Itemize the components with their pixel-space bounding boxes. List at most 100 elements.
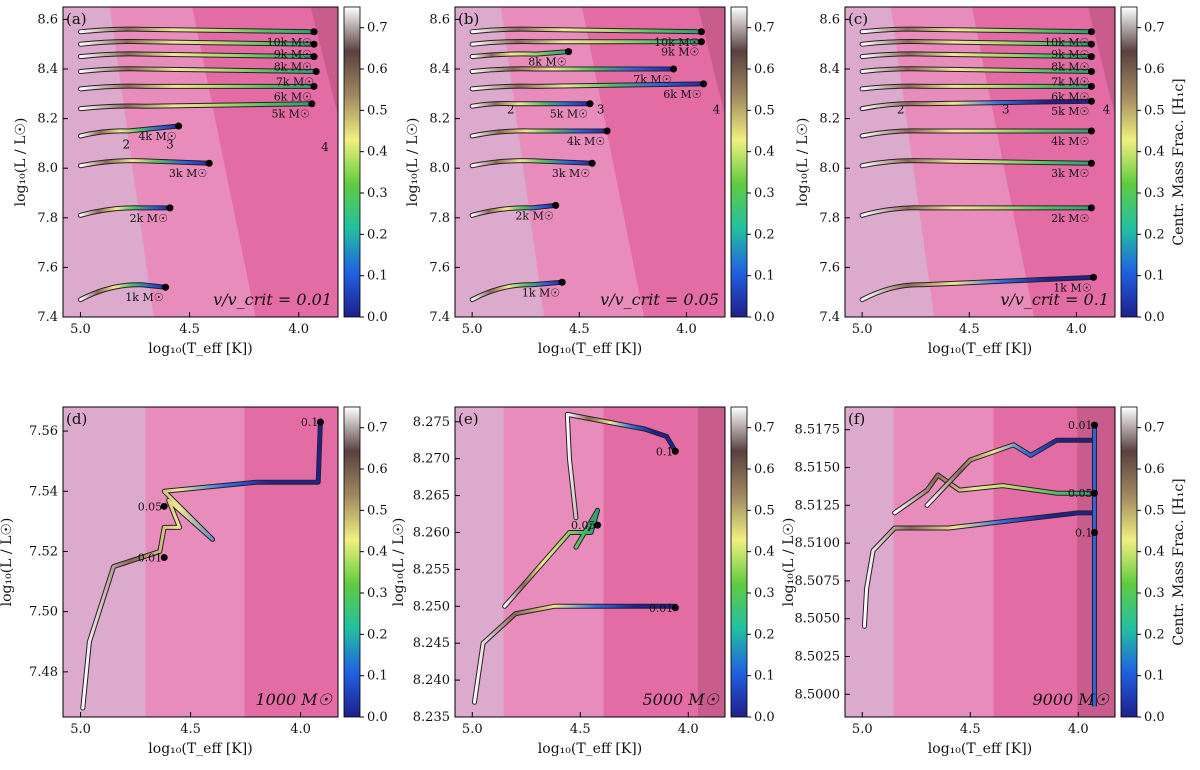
- x-tick-label: 5.0: [70, 322, 91, 337]
- colorbar-tick-label: 0.3: [754, 586, 775, 601]
- mass-label-10k: 10k M☉: [1044, 36, 1089, 49]
- zone-4: [698, 407, 725, 717]
- colorbar-tick-label: 0.2: [754, 627, 775, 642]
- y-tick-label: 8.2: [37, 112, 58, 127]
- track-1k: [470, 280, 564, 302]
- colorbar-tick-label: 0.3: [367, 186, 388, 201]
- colorbar-tick-label: 0.7: [754, 21, 775, 36]
- endpoint-9k: [1087, 40, 1095, 48]
- x-tick-label: 4.5: [959, 322, 980, 337]
- zone-4: [310, 7, 338, 116]
- x-tick-label: 4.0: [288, 322, 309, 337]
- marker-label: 0.05: [138, 500, 163, 513]
- plot-area: 2 3 4 1k M☉ 2k M☉ 3k M☉ 4k M☉ 5k M☉ 6k M☉ 7k M☉8k…: [77, 26, 329, 304]
- y-tick-label: 8.6: [37, 12, 58, 27]
- endpoint-8k: [565, 48, 573, 56]
- x-tick-label: 4.5: [570, 722, 591, 737]
- y-tick-label: 8.245: [413, 636, 450, 651]
- panel-annotation: 9000 M☉: [1032, 690, 1109, 709]
- y-tick-label: 8.0: [819, 161, 840, 176]
- axes-frame: [454, 406, 726, 718]
- mass-label-2k: 2k M☉: [130, 212, 168, 225]
- axes-frame: [844, 6, 1116, 318]
- y-tick-label: 8.5150: [795, 460, 841, 475]
- track-4k: [78, 124, 181, 138]
- y-tick-label: 7.8: [819, 211, 840, 226]
- track-7k: [78, 67, 318, 73]
- colorbar-tick-label: 0.7: [367, 421, 388, 436]
- colorbar-tick-label: 0.5: [1144, 103, 1165, 118]
- colorbar-tick-label: 0.2: [1144, 627, 1165, 642]
- panel-letter: (d): [66, 410, 87, 428]
- endpoint-9k: [310, 40, 318, 48]
- mass-label-6k: 6k M☉: [274, 90, 312, 103]
- y-tick-label: 8.6: [819, 12, 840, 27]
- track-2k: [860, 206, 1093, 217]
- marker-label: 0.01: [1068, 419, 1093, 432]
- colorbar-tick-label: 0.4: [367, 545, 388, 560]
- mass-label-1k: 1k M☉: [522, 286, 560, 299]
- colorbar: [730, 6, 748, 318]
- panel-letter: (c): [848, 10, 868, 28]
- mass-label-6k: 6k M☉: [1051, 90, 1089, 103]
- mass-label-8k: 8k M☉: [274, 61, 312, 74]
- y-tick-label: 8.5000: [795, 687, 841, 702]
- y-tick-label: 8.5100: [795, 536, 841, 551]
- mass-label-1k: 1k M☉: [1053, 281, 1091, 294]
- marker-point: [594, 521, 602, 529]
- x-axis-label: log₁₀(T_eff [K]): [148, 341, 252, 357]
- track-7k: [470, 67, 676, 73]
- colorbar-tick-label: 0.0: [367, 710, 388, 725]
- colorbar-tick-label: 0.1: [754, 669, 775, 684]
- colorbar-tick-label: 0.4: [754, 545, 775, 560]
- track-main: [81, 420, 322, 710]
- track-3k: [860, 159, 1093, 168]
- track-2k: [78, 206, 172, 217]
- colorbar-tick-label: 0.1: [1144, 269, 1165, 284]
- y-axis-label: log₁₀(L / L☉): [405, 118, 421, 207]
- endpoint-2k: [1087, 204, 1095, 212]
- colorbar-tick-label: 0.7: [754, 421, 775, 436]
- endpoint-4k: [603, 127, 611, 135]
- zone-label: 3: [166, 137, 174, 151]
- marker-point: [316, 418, 324, 426]
- colorbar-tick-label: 0.0: [1144, 310, 1165, 325]
- mass-label-10k: 10k M☉: [267, 36, 312, 49]
- endpoint-9k: [697, 38, 705, 46]
- x-tick-label: 5.0: [852, 722, 873, 737]
- y-tick-label: 7.6: [429, 260, 450, 275]
- x-tick-label: 5.0: [70, 722, 91, 737]
- endpoint-5k: [308, 100, 316, 108]
- y-tick-label: 7.50: [29, 605, 58, 620]
- track-5k: [78, 102, 314, 111]
- endpoint-7k: [670, 65, 678, 73]
- endpoint-5k: [586, 100, 594, 108]
- colorbar-tick-label: 0.6: [367, 462, 388, 477]
- mass-label-9k: 9k M☉: [661, 46, 699, 59]
- endpoint-3k: [1087, 159, 1095, 167]
- colorbar-tick-label: 0.2: [367, 227, 388, 242]
- colorbar-tick-label: 0.0: [367, 310, 388, 325]
- endpoint-6k: [1087, 82, 1095, 90]
- mass-label-10k: 10k M☉: [654, 36, 699, 49]
- mass-label-9k: 9k M☉: [1051, 48, 1089, 61]
- colorbar: [343, 6, 361, 318]
- y-tick-label: 8.6: [429, 12, 450, 27]
- panel-annotation: 5000 M☉: [642, 690, 719, 709]
- x-axis-label: log₁₀(T_eff [K]): [538, 341, 642, 357]
- marker-label: 0.05: [571, 519, 596, 532]
- mass-label-8k: 8k M☉: [1051, 61, 1089, 74]
- mass-label-7k: 7k M☉: [1051, 75, 1089, 88]
- endpoint-8k: [1087, 53, 1095, 61]
- y-axis-label: log₁₀(L / L☉): [795, 118, 811, 207]
- mass-label-2k: 2k M☉: [515, 209, 553, 222]
- mass-label-7k: 7k M☉: [633, 73, 671, 86]
- y-tick-label: 7.56: [29, 424, 58, 439]
- x-tick-label: 5.0: [462, 722, 483, 737]
- marker-label: 0.05: [1068, 487, 1093, 500]
- zone-label: 4: [1103, 103, 1111, 117]
- endpoint-7k: [1087, 67, 1095, 75]
- colorbar: [730, 406, 748, 718]
- y-tick-label: 8.4: [37, 62, 58, 77]
- track-6k: [78, 84, 316, 91]
